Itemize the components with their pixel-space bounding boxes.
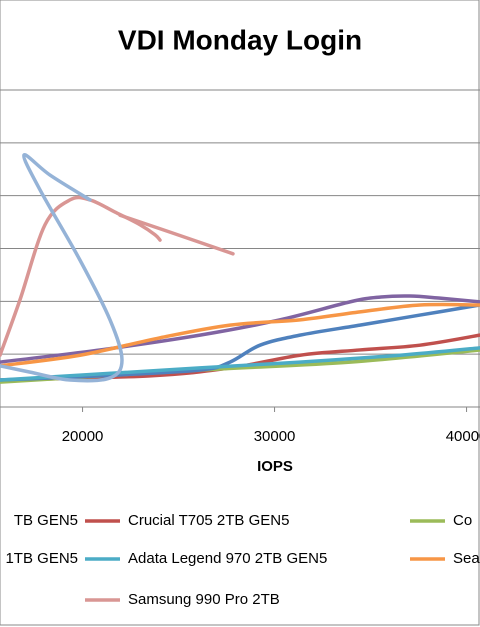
legend-label: Crucial T705 2TB GEN5 (128, 512, 289, 529)
legend-label: Samsung 990 Pro 2TB (128, 591, 280, 608)
plot-lines (0, 153, 480, 384)
legend-label: Adata Legend 970 2TB GEN5 (128, 550, 327, 567)
series-line (0, 346, 480, 382)
legend-label: Co (453, 512, 472, 529)
series-line (0, 333, 480, 382)
legend-label: TB GEN5 (14, 512, 78, 529)
legend: TB GEN5 Crucial T705 2TB GEN5 Co 1TB GEN5 Ad… (5, 512, 480, 608)
series-line (0, 303, 480, 382)
legend-label: 1TB GEN5 (5, 550, 78, 567)
series-line (0, 302, 480, 368)
x-axis: 20000 30000 40000 (0, 406, 480, 445)
legend-label: Sea (453, 550, 480, 567)
chart-title: VDI Monday Login (118, 24, 362, 55)
x-axis-label: IOPS (257, 458, 293, 475)
x-tick-label: 20000 (62, 428, 104, 445)
series-line (0, 153, 124, 383)
series-line (118, 213, 235, 256)
x-tick-label: 30000 (254, 428, 296, 445)
x-tick-label: 40000 (446, 428, 480, 445)
